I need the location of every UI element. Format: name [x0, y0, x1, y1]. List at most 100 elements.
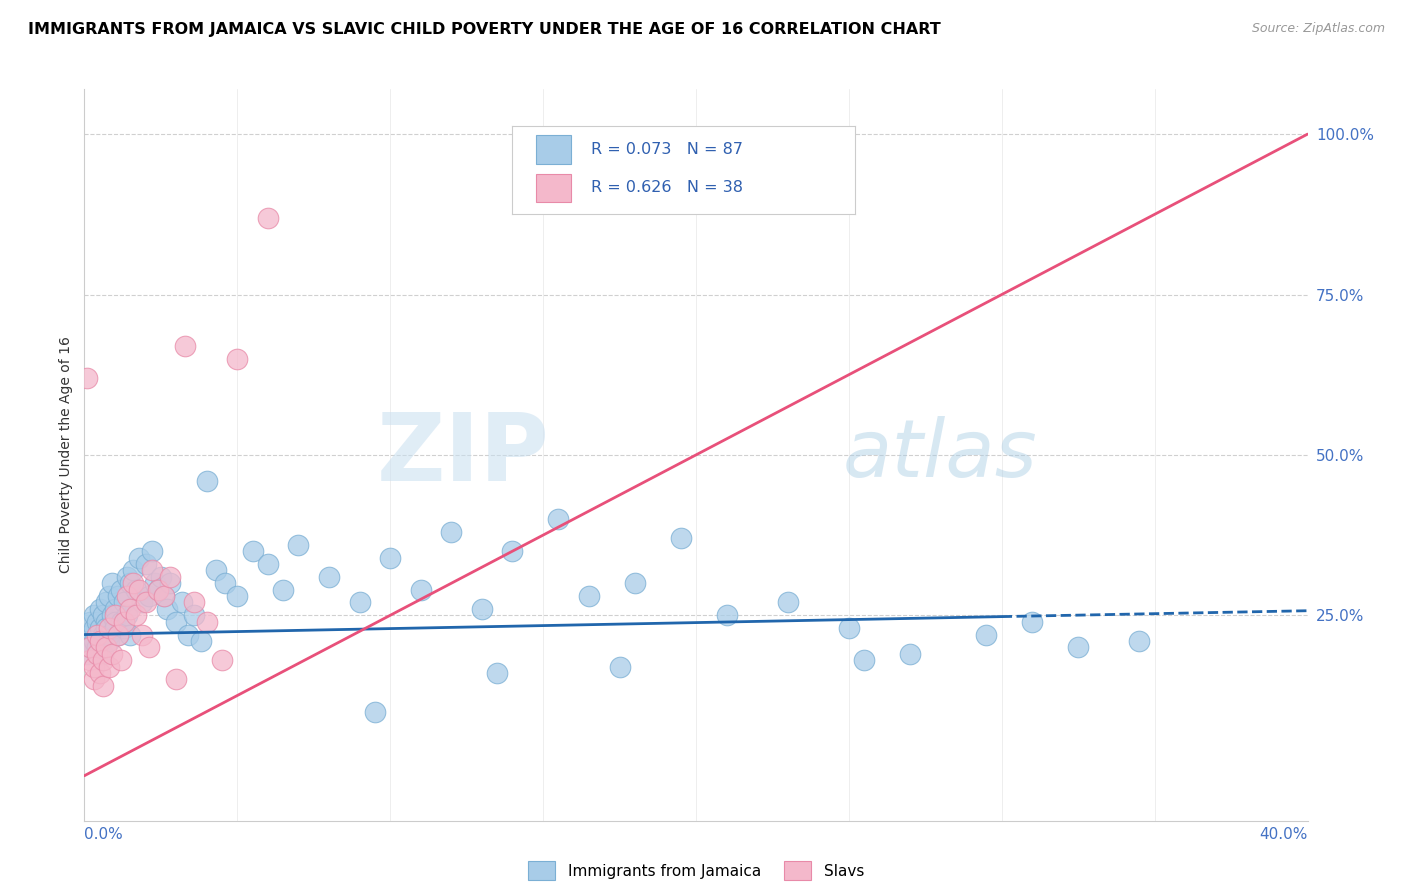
- Point: [349, 595, 371, 609]
- Point: [138, 640, 160, 655]
- Point: [83, 608, 105, 623]
- Text: 0.0%: 0.0%: [84, 827, 124, 842]
- Point: [89, 602, 111, 616]
- Point: [120, 627, 142, 641]
- Point: [257, 557, 280, 571]
- Point: [91, 647, 114, 661]
- Point: [135, 595, 157, 609]
- Point: [146, 582, 169, 597]
- Point: [669, 532, 692, 546]
- Point: [214, 576, 236, 591]
- Text: Source: ZipAtlas.com: Source: ZipAtlas.com: [1251, 22, 1385, 36]
- Point: [79, 615, 101, 629]
- Point: [141, 544, 163, 558]
- Point: [141, 563, 163, 577]
- Point: [110, 615, 132, 629]
- Point: [110, 582, 132, 597]
- Point: [976, 627, 998, 641]
- Point: [159, 576, 181, 591]
- Point: [183, 595, 205, 609]
- Point: [97, 621, 120, 635]
- Y-axis label: Child Poverty Under the Age of 16: Child Poverty Under the Age of 16: [59, 336, 73, 574]
- Point: [190, 634, 212, 648]
- Text: 40.0%: 40.0%: [1260, 827, 1308, 842]
- Point: [91, 679, 114, 693]
- Point: [122, 563, 145, 577]
- Point: [83, 634, 105, 648]
- FancyBboxPatch shape: [537, 174, 571, 202]
- Point: [776, 595, 799, 609]
- Point: [486, 666, 509, 681]
- Point: [104, 621, 127, 635]
- Point: [104, 615, 127, 629]
- Point: [211, 653, 233, 667]
- Point: [195, 474, 218, 488]
- Point: [287, 538, 309, 552]
- Point: [86, 640, 108, 655]
- Point: [242, 544, 264, 558]
- Point: [83, 673, 105, 687]
- Point: [94, 595, 117, 609]
- Point: [128, 550, 150, 565]
- Point: [1021, 615, 1043, 629]
- Point: [174, 339, 197, 353]
- Point: [112, 615, 135, 629]
- Point: [1128, 634, 1150, 648]
- Text: atlas: atlas: [842, 416, 1038, 494]
- Point: [112, 595, 135, 609]
- Point: [110, 653, 132, 667]
- Point: [177, 627, 200, 641]
- Point: [112, 621, 135, 635]
- Point: [149, 570, 172, 584]
- Point: [104, 608, 127, 623]
- Text: R = 0.073   N = 87: R = 0.073 N = 87: [592, 142, 744, 156]
- Point: [125, 608, 148, 623]
- Point: [609, 659, 631, 673]
- Point: [380, 550, 402, 565]
- Point: [471, 602, 494, 616]
- Point: [172, 595, 194, 609]
- Point: [898, 647, 921, 661]
- Point: [89, 634, 111, 648]
- Point: [104, 602, 127, 616]
- Point: [153, 589, 176, 603]
- Point: [128, 582, 150, 597]
- Point: [94, 640, 117, 655]
- Point: [97, 627, 120, 641]
- Point: [97, 589, 120, 603]
- Point: [135, 557, 157, 571]
- Point: [143, 576, 166, 591]
- Point: [1067, 640, 1090, 655]
- Point: [83, 621, 105, 635]
- Text: R = 0.626   N = 38: R = 0.626 N = 38: [592, 180, 744, 195]
- Point: [120, 602, 142, 616]
- FancyBboxPatch shape: [537, 136, 571, 163]
- Point: [89, 621, 111, 635]
- Point: [156, 602, 179, 616]
- Point: [131, 627, 153, 641]
- Point: [120, 576, 142, 591]
- Point: [853, 653, 876, 667]
- Text: IMMIGRANTS FROM JAMAICA VS SLAVIC CHILD POVERTY UNDER THE AGE OF 16 CORRELATION : IMMIGRANTS FROM JAMAICA VS SLAVIC CHILD …: [28, 22, 941, 37]
- Point: [115, 608, 138, 623]
- Point: [79, 640, 101, 655]
- Point: [89, 634, 111, 648]
- Point: [146, 582, 169, 597]
- Point: [226, 589, 249, 603]
- Point: [183, 608, 205, 623]
- Point: [94, 621, 117, 635]
- Point: [115, 589, 138, 603]
- Point: [838, 621, 860, 635]
- Point: [257, 211, 280, 225]
- Point: [115, 570, 138, 584]
- Point: [86, 647, 108, 661]
- Point: [122, 576, 145, 591]
- Point: [79, 640, 101, 655]
- Point: [76, 371, 98, 385]
- Point: [76, 634, 98, 648]
- Point: [94, 615, 117, 629]
- Point: [318, 570, 340, 584]
- Point: [97, 659, 120, 673]
- Point: [89, 666, 111, 681]
- Point: [138, 589, 160, 603]
